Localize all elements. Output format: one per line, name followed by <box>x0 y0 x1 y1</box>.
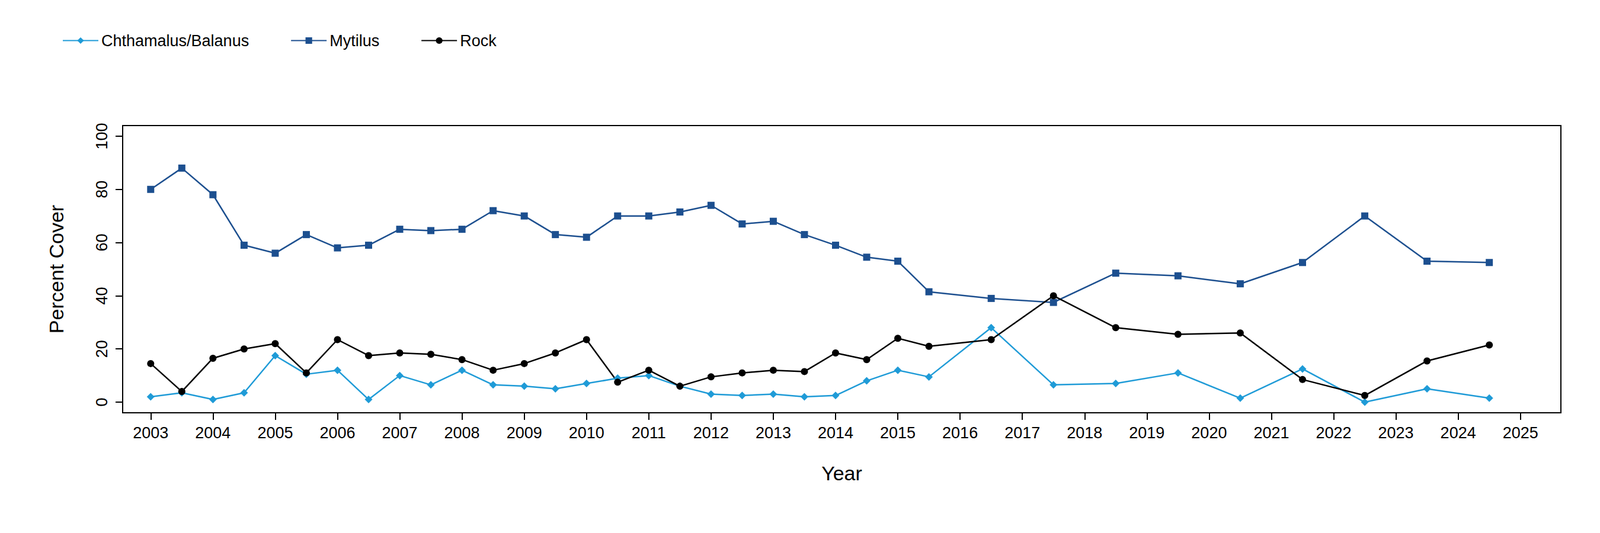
svg-text:2013: 2013 <box>755 424 792 443</box>
svg-text:2017: 2017 <box>1004 424 1040 443</box>
svg-text:2018: 2018 <box>1066 424 1103 443</box>
svg-text:2005: 2005 <box>257 424 293 443</box>
svg-text:Rock: Rock <box>459 32 497 50</box>
svg-text:2010: 2010 <box>568 424 605 443</box>
svg-text:2015: 2015 <box>880 424 916 443</box>
svg-text:Chthamalus/Balanus: Chthamalus/Balanus <box>101 32 249 50</box>
svg-text:80: 80 <box>93 180 111 199</box>
svg-text:2007: 2007 <box>381 424 418 443</box>
svg-text:2023: 2023 <box>1378 424 1414 443</box>
svg-text:2008: 2008 <box>444 424 480 443</box>
svg-text:Mytilus: Mytilus <box>329 32 380 50</box>
svg-text:20: 20 <box>93 340 111 358</box>
svg-text:2024: 2024 <box>1440 424 1477 443</box>
svg-text:2009: 2009 <box>506 424 543 443</box>
svg-text:2016: 2016 <box>942 424 978 443</box>
svg-text:2022: 2022 <box>1315 424 1352 443</box>
svg-text:2012: 2012 <box>693 424 729 443</box>
svg-text:2014: 2014 <box>817 424 854 443</box>
svg-text:60: 60 <box>93 234 111 252</box>
svg-text:0: 0 <box>93 398 111 408</box>
svg-text:40: 40 <box>93 286 111 305</box>
svg-text:100: 100 <box>93 122 111 150</box>
svg-text:2006: 2006 <box>319 424 355 443</box>
svg-text:2020: 2020 <box>1191 424 1227 443</box>
svg-text:2021: 2021 <box>1253 424 1289 443</box>
svg-text:2019: 2019 <box>1128 424 1165 443</box>
svg-text:Percent Cover: Percent Cover <box>45 205 68 334</box>
svg-text:2004: 2004 <box>194 424 231 443</box>
svg-text:Year: Year <box>821 462 863 485</box>
svg-text:2011: 2011 <box>631 424 667 443</box>
svg-text:2003: 2003 <box>132 424 169 443</box>
svg-text:2025: 2025 <box>1502 424 1539 443</box>
